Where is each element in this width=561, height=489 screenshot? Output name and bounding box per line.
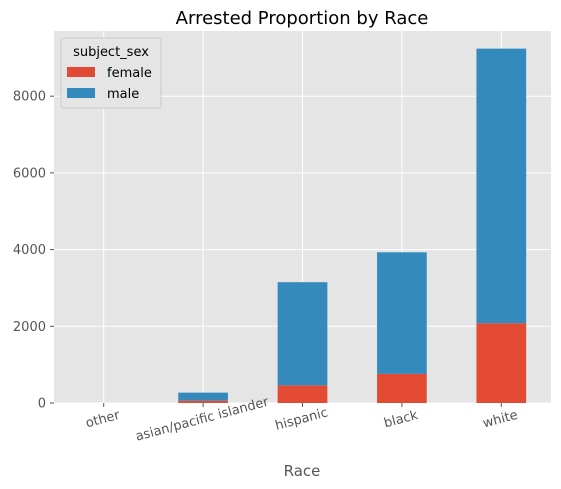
bar-female bbox=[178, 400, 228, 403]
bar-female bbox=[476, 323, 527, 403]
legend-label-male: male bbox=[107, 87, 139, 102]
bar-male bbox=[476, 48, 527, 324]
bar-male bbox=[377, 252, 427, 374]
legend: subject_sex female male bbox=[60, 37, 162, 109]
y-tick-label: 0 bbox=[38, 397, 46, 412]
x-axis-label: Race bbox=[284, 462, 321, 480]
legend-title: subject_sex bbox=[73, 45, 149, 60]
legend-swatch-female bbox=[67, 67, 95, 77]
x-tick-label: hispanic bbox=[274, 405, 330, 433]
chart-title: Arrested Proportion by Race bbox=[176, 8, 429, 29]
y-tick-label: 6000 bbox=[13, 166, 46, 181]
bar-female bbox=[277, 385, 328, 403]
x-tick-label: other bbox=[84, 408, 122, 432]
y-tick-label: 2000 bbox=[13, 320, 46, 335]
bar-male bbox=[178, 392, 228, 401]
bar-female bbox=[377, 373, 427, 403]
legend-swatch-male bbox=[67, 88, 95, 98]
bar-male bbox=[277, 282, 328, 386]
x-tick-label: white bbox=[481, 408, 519, 432]
y-tick-label: 4000 bbox=[13, 243, 46, 258]
bars bbox=[178, 48, 527, 403]
x-tick-label: black bbox=[382, 408, 420, 432]
y-tick-label: 8000 bbox=[13, 90, 46, 105]
legend-label-female: female bbox=[107, 66, 152, 81]
y-axis-ticks: 0 2000 4000 6000 8000 bbox=[13, 90, 54, 412]
